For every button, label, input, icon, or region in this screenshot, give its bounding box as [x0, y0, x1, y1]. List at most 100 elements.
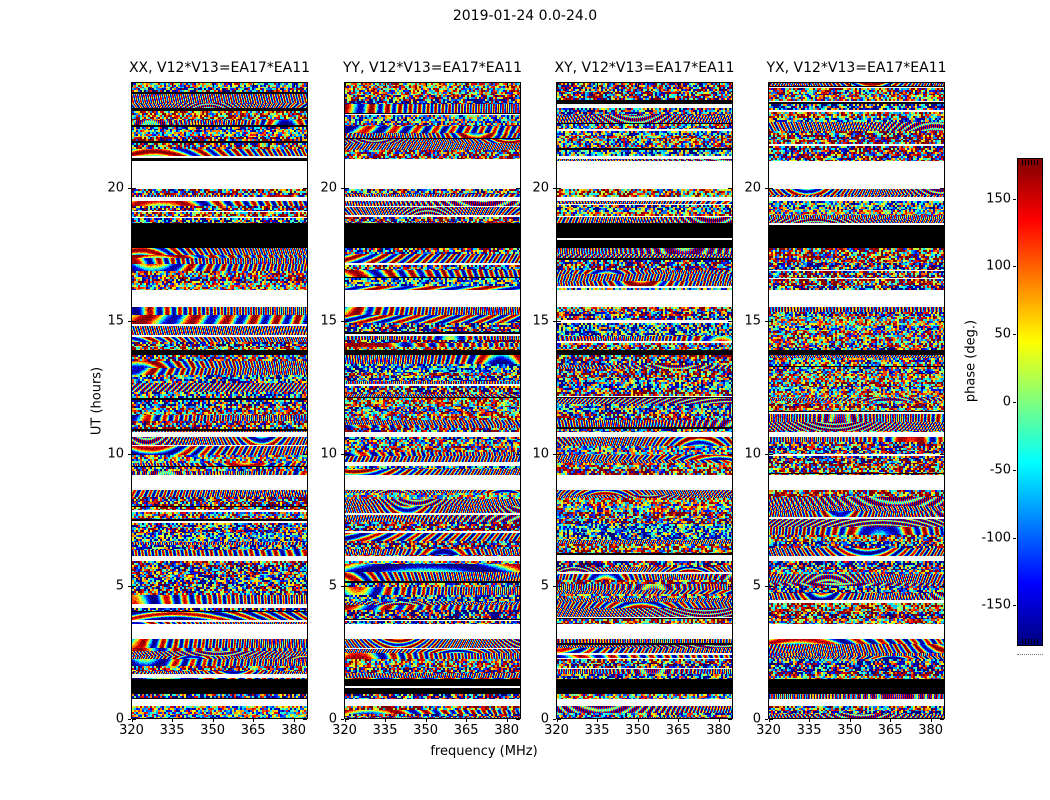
x-tick-label: 380 [281, 723, 307, 738]
heatmap-panel-xx [131, 82, 308, 719]
y-tick-mark-inr [303, 453, 307, 455]
colorbar-minor-ticks-top [1022, 160, 1038, 165]
y-tick-mark [128, 586, 131, 588]
x-axis-label: frequency (MHz) [430, 744, 538, 759]
x-tick-label: 350 [837, 723, 863, 738]
y-tick-mark-inl [345, 188, 349, 190]
colorbar-minor-ticks-bottom [1022, 639, 1038, 644]
y-tick-label: 5 [540, 578, 549, 594]
heatmap-canvas-xx [132, 83, 307, 718]
colorbar-tick-mark [1013, 537, 1016, 539]
x-tick-label: 320 [544, 723, 569, 738]
y-tick-label: 20 [107, 180, 124, 196]
colorbar-tick-mark [1013, 402, 1016, 403]
y-tick-label: 15 [744, 313, 761, 329]
x-tick-mark [930, 719, 932, 722]
y-tick-mark [553, 719, 556, 720]
y-tick-mark [765, 453, 768, 455]
colorbar-tick-mark [1013, 198, 1016, 200]
x-tick-mark [809, 719, 811, 722]
x-tick-label: 335 [159, 723, 185, 738]
colorbar-tick-mark [1013, 605, 1016, 607]
x-tick-mark [425, 719, 427, 722]
y-tick-label: 20 [320, 180, 337, 196]
y-tick-label: 5 [752, 578, 761, 594]
heatmap-canvas-yx [769, 83, 944, 718]
colorbar-tick-mark [1013, 266, 1016, 268]
y-tick-mark-inr [516, 453, 520, 455]
x-tick-mark [344, 719, 346, 722]
y-tick-mark-inl [132, 320, 136, 322]
x-tick-mark [172, 719, 174, 722]
x-tick-mark-top [172, 83, 174, 87]
y-tick-label: 0 [752, 711, 761, 727]
x-tick-mark-top [930, 83, 932, 87]
y-tick-mark [341, 453, 344, 455]
panel-title-yx: YX, V12*V13=EA17*EA11 [766, 60, 947, 76]
colorbar-tick-label: -150 [981, 597, 1011, 613]
x-tick-label: 350 [413, 723, 439, 738]
x-tick-mark [768, 719, 770, 722]
y-tick-mark-inr [516, 719, 520, 720]
y-tick-mark-inl [132, 586, 136, 588]
y-tick-label: 0 [115, 711, 124, 727]
x-tick-mark [637, 719, 639, 722]
y-tick-label: 10 [744, 446, 761, 462]
y-tick-mark-inl [345, 453, 349, 455]
heatmap-canvas-xy [557, 83, 732, 718]
y-tick-mark [128, 453, 131, 455]
x-tick-mark-top [466, 83, 468, 87]
figure-title: 2019-01-24 0.0-24.0 [452, 8, 598, 24]
x-tick-mark-top [637, 83, 639, 87]
x-tick-label: 320 [756, 723, 781, 738]
y-tick-mark-inr [516, 586, 520, 588]
y-tick-mark-inl [132, 453, 136, 455]
y-tick-mark-inr [728, 453, 732, 455]
y-tick-mark [553, 586, 556, 588]
x-tick-mark-top [212, 83, 214, 87]
colorbar-dotted-line [1017, 654, 1043, 655]
x-tick-mark [212, 719, 214, 722]
x-tick-label: 335 [796, 723, 822, 738]
x-tick-mark-top [849, 83, 851, 87]
y-tick-mark-inr [303, 320, 307, 322]
colorbar-tick-label: 150 [986, 191, 1011, 207]
x-tick-mark-top [344, 83, 346, 87]
y-tick-mark [765, 188, 768, 190]
y-tick-label: 10 [532, 446, 549, 462]
colorbar-tick-label: 50 [994, 326, 1011, 342]
y-tick-mark [128, 320, 131, 322]
colorbar-tick-label: 100 [986, 258, 1011, 274]
y-tick-mark-inl [769, 586, 773, 588]
y-tick-mark-inl [769, 188, 773, 190]
y-tick-mark-inr [728, 586, 732, 588]
y-tick-mark-inl [769, 320, 773, 322]
y-tick-mark [341, 719, 344, 720]
y-tick-label: 20 [744, 180, 761, 196]
x-tick-mark-top [293, 83, 295, 87]
y-tick-mark-inr [728, 320, 732, 322]
heatmap-panel-xy [556, 82, 733, 719]
panel-title-xx: XX, V12*V13=EA17*EA11 [128, 60, 311, 76]
x-tick-label: 320 [119, 723, 144, 738]
y-tick-mark-inl [345, 586, 349, 588]
x-tick-mark-top [718, 83, 720, 87]
y-tick-mark-inl [345, 320, 349, 322]
panel-title-yy: YY, V12*V13=EA17*EA11 [343, 60, 522, 76]
y-tick-label: 0 [328, 711, 337, 727]
heatmap-panel-yy [344, 82, 521, 719]
y-tick-mark-inr [940, 586, 944, 588]
x-tick-label: 380 [706, 723, 732, 738]
y-tick-mark [553, 320, 556, 322]
x-tick-mark-top [768, 83, 770, 87]
y-tick-mark-inl [557, 453, 561, 455]
x-tick-mark-top [678, 83, 680, 87]
y-tick-mark-inr [728, 719, 732, 720]
y-tick-mark-inl [345, 719, 349, 720]
x-tick-mark [293, 719, 295, 722]
heatmap-panel-yx [768, 82, 945, 719]
y-tick-mark [341, 188, 344, 190]
x-tick-mark-top [556, 83, 558, 87]
x-tick-mark-top [385, 83, 387, 87]
